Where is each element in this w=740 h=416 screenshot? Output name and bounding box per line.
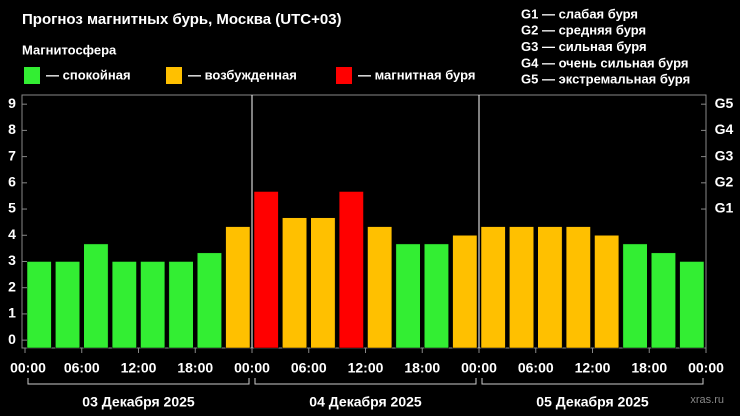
x-tick-label: 06:00 <box>291 360 327 376</box>
x-tick-label: 18:00 <box>404 360 440 376</box>
x-tick-label: 12:00 <box>121 360 157 376</box>
bar <box>651 252 676 349</box>
scale-note: G5 — экстремальная буря <box>521 72 690 87</box>
legend-title: Магнитосфера <box>22 42 117 57</box>
bar <box>26 261 52 349</box>
bar <box>679 261 705 349</box>
day-label: 05 Декабря 2025 <box>536 394 649 410</box>
bar <box>310 217 336 349</box>
x-tick-label: 00:00 <box>688 360 724 376</box>
y-tick-label: 2 <box>8 278 16 294</box>
bar <box>140 261 166 349</box>
y-tick-label: 9 <box>8 95 16 111</box>
bar <box>225 226 251 349</box>
legend-label: — возбужденная <box>188 67 297 82</box>
scale-note: G3 — сильная буря <box>521 39 647 54</box>
y2-tick-label: G2 <box>715 174 734 190</box>
scale-note: G4 — очень сильная буря <box>521 55 688 70</box>
y-tick-label: 5 <box>8 200 16 216</box>
x-tick-label: 18:00 <box>177 360 213 376</box>
day-label: 03 Декабря 2025 <box>82 394 195 410</box>
day-bracket <box>27 378 250 385</box>
bar <box>452 235 478 349</box>
x-tick-label: 12:00 <box>575 360 611 376</box>
y2-tick-label: G4 <box>715 121 734 137</box>
bar <box>111 261 137 349</box>
bar <box>55 261 80 349</box>
x-tick-label: 00:00 <box>234 360 270 376</box>
legend-swatch <box>24 67 40 84</box>
x-tick-label: 18:00 <box>631 360 667 376</box>
y2-tick-label: G3 <box>715 147 734 163</box>
x-tick-label: 06:00 <box>64 360 100 376</box>
chart-title: Прогноз магнитных бурь, Москва (UTC+03) <box>22 11 342 28</box>
scale-note: G1 — слабая буря <box>521 6 638 21</box>
y-tick-label: 4 <box>8 226 16 242</box>
bar <box>509 226 534 349</box>
plot-frame <box>21 94 707 349</box>
bar <box>424 243 449 349</box>
y-tick-label: 8 <box>8 121 16 137</box>
bar <box>253 191 279 349</box>
legend-swatch <box>336 67 352 84</box>
legend-label: — спокойная <box>46 67 131 82</box>
y2-tick-label: G5 <box>715 95 734 111</box>
day-bracket <box>481 378 704 385</box>
bar <box>395 243 421 349</box>
bar <box>338 191 364 349</box>
day-label: 04 Декабря 2025 <box>309 394 422 410</box>
y-tick-label: 0 <box>8 331 16 347</box>
y2-tick-label: G1 <box>715 200 734 216</box>
y-tick-label: 1 <box>8 305 16 321</box>
bar <box>537 226 563 349</box>
x-tick-label: 00:00 <box>10 360 46 376</box>
bar <box>480 226 506 349</box>
bar <box>168 261 194 349</box>
bar <box>282 217 307 349</box>
bar <box>83 243 109 349</box>
legend-swatch <box>166 67 182 84</box>
bar <box>622 243 648 349</box>
x-tick-label: 06:00 <box>518 360 554 376</box>
y-tick-label: 6 <box>8 174 16 190</box>
x-tick-label: 12:00 <box>348 360 384 376</box>
watermark: xras.ru <box>690 394 724 406</box>
x-tick-label: 00:00 <box>461 360 497 376</box>
legend-label: — магнитная буря <box>358 67 475 82</box>
y-tick-label: 7 <box>8 147 16 163</box>
day-bracket <box>254 378 477 385</box>
bar <box>197 252 222 349</box>
y-tick-label: 3 <box>8 252 16 268</box>
scale-note: G2 — средняя буря <box>521 23 646 38</box>
bar <box>367 226 393 349</box>
bar <box>594 235 620 349</box>
bar <box>565 226 591 349</box>
